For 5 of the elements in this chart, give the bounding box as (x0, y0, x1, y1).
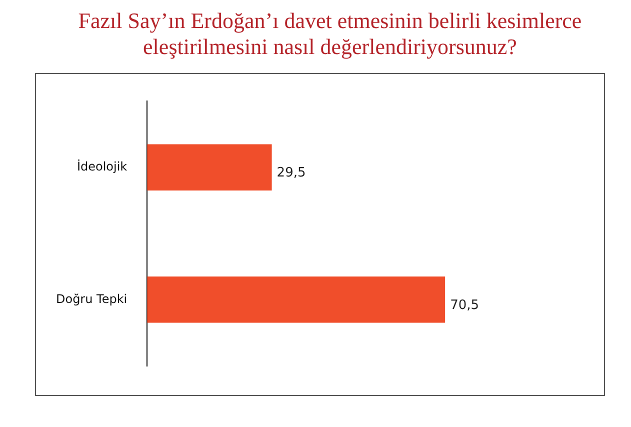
data-label: 29,5 (276, 166, 306, 181)
data-label: 70,5 (450, 298, 480, 314)
chart-title: Fazıl Say’ın Erdoğan’ı davet etmesinin belirli kesimlerce eleştirilmesini nasıl değerlendiriyorsunuz? (77, 8, 583, 60)
y-tick-label: Doğru Tepki (56, 292, 128, 306)
y-tick-label: İdeolojik (76, 159, 128, 174)
